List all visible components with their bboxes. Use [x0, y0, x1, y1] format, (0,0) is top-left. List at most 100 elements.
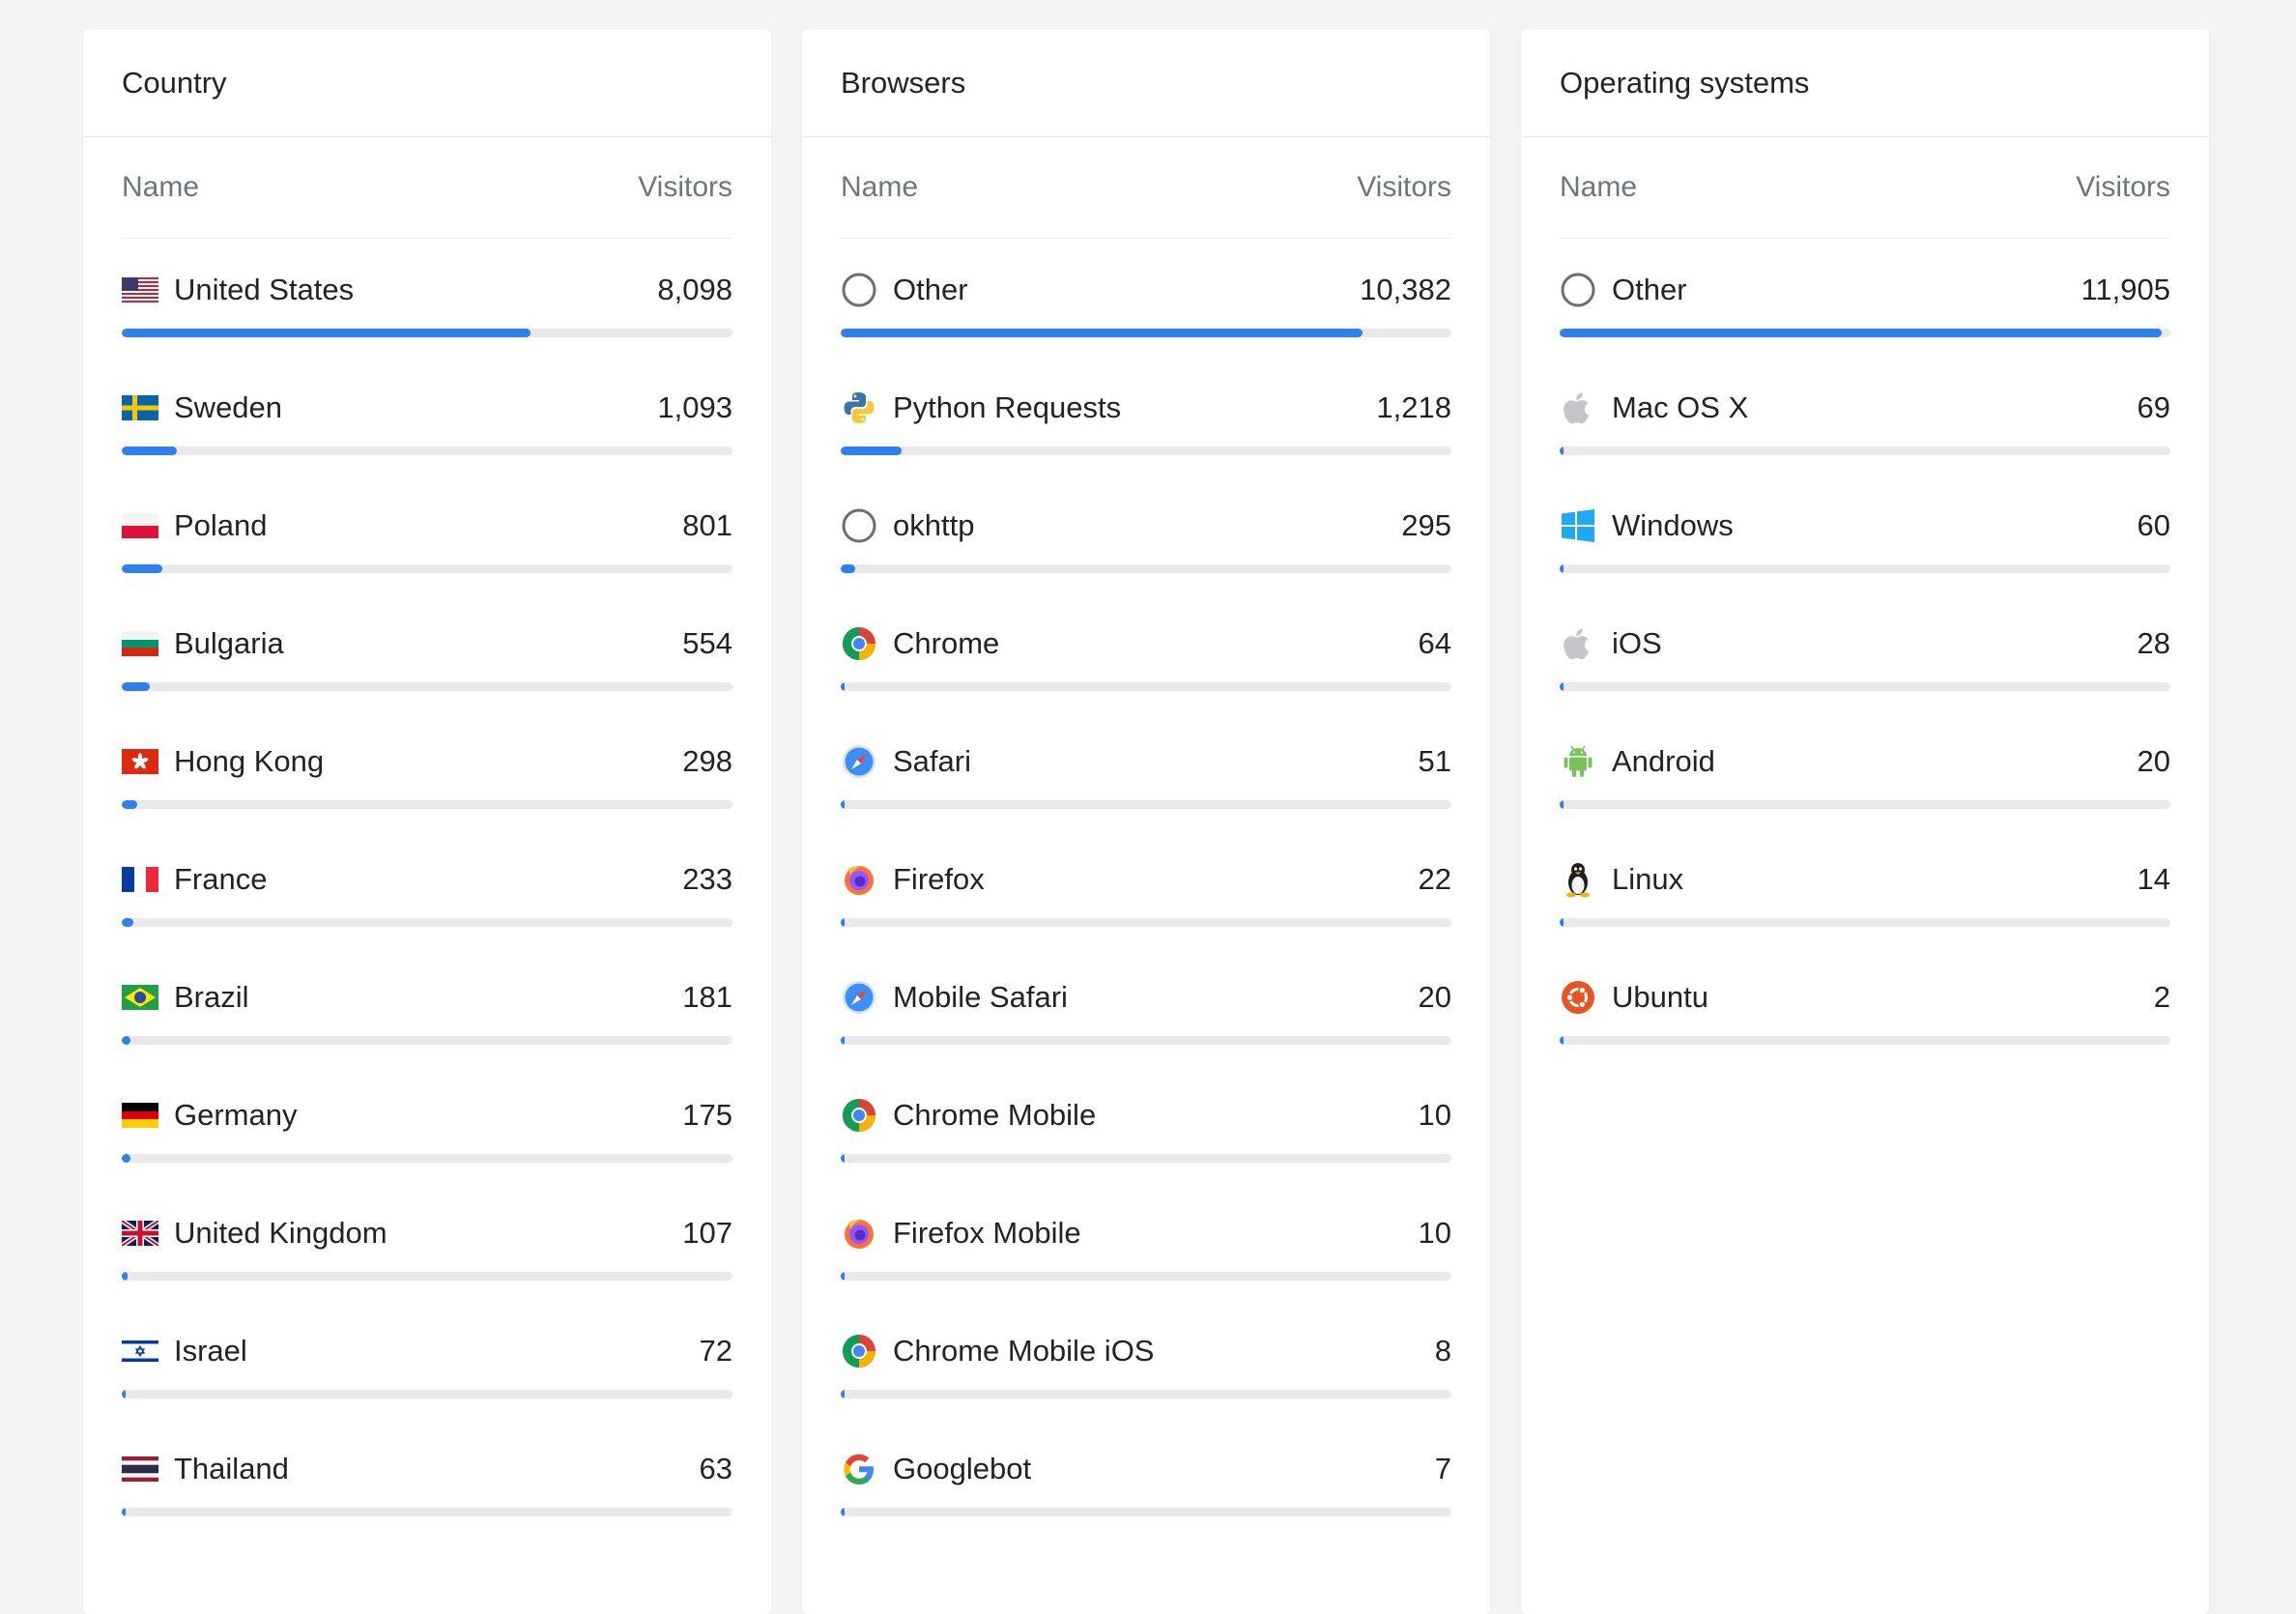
list-item-line: Ubuntu 2 [1560, 978, 2170, 1017]
progress-track [1560, 918, 2170, 927]
list-item[interactable]: okhttp 295 [841, 475, 1451, 592]
flag-pl-icon [122, 507, 158, 544]
list-item-label: Ubuntu [1612, 980, 1708, 1014]
flag-de-icon [122, 1097, 158, 1134]
progress-track [841, 1390, 1451, 1398]
progress-track [1560, 800, 2170, 809]
list-item[interactable]: France 233 [122, 828, 732, 946]
list-item[interactable]: Ubuntu 2 [1560, 946, 2170, 1064]
column-name-header: Name [1560, 171, 1638, 203]
table-header: Name Visitors [1560, 137, 2170, 239]
list-item[interactable]: Googlebot 7 [841, 1418, 1451, 1536]
list-item-line: Other 11,905 [1560, 271, 2170, 309]
list-item-label: Germany [174, 1098, 298, 1132]
linux-icon [1560, 861, 1596, 898]
list-item[interactable]: Mac OS X 69 [1560, 357, 2170, 475]
progress-fill [841, 1154, 845, 1163]
list-item[interactable]: Other 11,905 [1560, 239, 2170, 357]
list-item-label: Brazil [174, 980, 249, 1014]
python-icon [841, 389, 877, 426]
visitor-count: 10 [1418, 1216, 1451, 1250]
list-item-line: okhttp 295 [841, 506, 1451, 545]
progress-fill [122, 564, 162, 573]
visitor-count: 20 [2137, 744, 2170, 778]
list-item[interactable]: Brazil 181 [122, 946, 732, 1064]
list-item-label: Android [1612, 744, 1715, 778]
progress-fill [841, 1508, 845, 1516]
progress-fill [122, 682, 151, 691]
list-item-label: Hong Kong [174, 744, 325, 778]
visitor-count: 69 [2137, 390, 2170, 424]
list-item-line: Chrome Mobile iOS 8 [841, 1332, 1451, 1370]
list-item[interactable]: Chrome Mobile iOS 8 [841, 1300, 1451, 1418]
list-item-label: okhttp [893, 508, 975, 542]
list-item[interactable]: Chrome Mobile 10 [841, 1064, 1451, 1182]
visitor-count: 1,218 [1376, 390, 1451, 424]
visitor-count: 233 [682, 862, 732, 896]
list-item-line: United States 8,098 [122, 271, 732, 309]
progress-fill [841, 682, 845, 691]
list-item-line: Bulgaria 554 [122, 624, 732, 663]
list-item-label: United States [174, 273, 355, 306]
progress-fill [122, 1154, 130, 1163]
progress-fill [122, 800, 137, 809]
list-item[interactable]: Python Requests 1,218 [841, 357, 1451, 475]
visitor-count: 64 [1418, 626, 1451, 660]
list-item[interactable]: United States 8,098 [122, 239, 732, 357]
list-item-label: Bulgaria [174, 626, 284, 660]
progress-track [122, 447, 732, 455]
list-item[interactable]: Chrome 64 [841, 592, 1451, 710]
list-item-line: Sweden 1,093 [122, 389, 732, 427]
list-item-line: Chrome Mobile 10 [841, 1096, 1451, 1135]
list-item[interactable]: Android 20 [1560, 710, 2170, 828]
progress-fill [841, 800, 845, 809]
progress-track [122, 682, 732, 691]
chrome-icon [841, 1333, 877, 1369]
progress-track [841, 918, 1451, 927]
flag-bg-icon [122, 625, 158, 662]
column-name-header: Name [122, 171, 200, 203]
progress-fill [841, 1036, 845, 1045]
progress-track [122, 329, 732, 337]
progress-track [122, 800, 732, 809]
list-item-line: Israel 72 [122, 1332, 732, 1370]
progress-track [122, 1508, 732, 1516]
list-item[interactable]: Poland 801 [122, 475, 732, 592]
list-item-line: Safari 51 [841, 742, 1451, 781]
list-item[interactable]: Thailand 63 [122, 1418, 732, 1536]
progress-track [122, 1036, 732, 1045]
list-item[interactable]: Mobile Safari 20 [841, 946, 1451, 1064]
progress-track [841, 682, 1451, 691]
progress-fill [122, 329, 531, 337]
list-item[interactable]: iOS 28 [1560, 592, 2170, 710]
android-icon [1560, 743, 1596, 780]
list-item-label: Windows [1612, 508, 1734, 542]
progress-fill [841, 447, 903, 455]
list-item-line: iOS 28 [1560, 624, 2170, 663]
progress-fill [122, 1390, 126, 1398]
table-header: Name Visitors [122, 137, 732, 239]
safari-icon [841, 979, 877, 1016]
list-item-label: Safari [893, 744, 971, 778]
list-item[interactable]: Windows 60 [1560, 475, 2170, 592]
list-item[interactable]: Firefox 22 [841, 828, 1451, 946]
list-item[interactable]: Hong Kong 298 [122, 710, 732, 828]
list-item[interactable]: Sweden 1,093 [122, 357, 732, 475]
list-item[interactable]: Linux 14 [1560, 828, 2170, 946]
column-visitors-header: Visitors [2076, 171, 2170, 203]
list-item[interactable]: United Kingdom 107 [122, 1182, 732, 1300]
list-item-line: Other 10,382 [841, 271, 1451, 309]
list-item[interactable]: Germany 175 [122, 1064, 732, 1182]
visitor-count: 20 [1418, 980, 1451, 1014]
progress-track [841, 1272, 1451, 1281]
list-item[interactable]: Safari 51 [841, 710, 1451, 828]
list-item[interactable]: Bulgaria 554 [122, 592, 732, 710]
list-item[interactable]: Israel 72 [122, 1300, 732, 1418]
list-item[interactable]: Firefox Mobile 10 [841, 1182, 1451, 1300]
visitor-count: 107 [682, 1216, 732, 1250]
list-item-label: iOS [1612, 626, 1662, 660]
apple-icon [1560, 625, 1596, 662]
list-item[interactable]: Other 10,382 [841, 239, 1451, 357]
list-item-label: Firefox [893, 862, 985, 896]
progress-track [1560, 329, 2170, 337]
